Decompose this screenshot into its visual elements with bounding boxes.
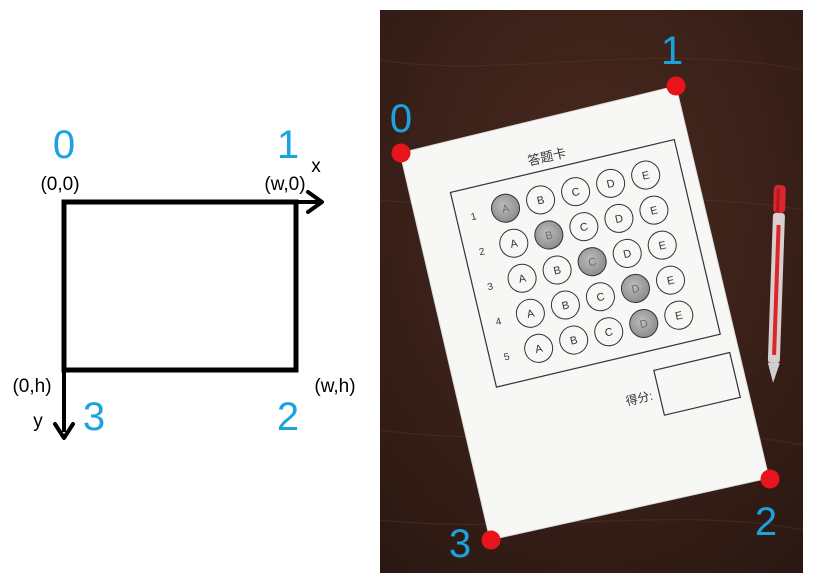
corner-marker-0: [391, 143, 411, 163]
svg-text:A: A: [501, 202, 512, 216]
coord-label-bottom-right: (w,h): [314, 376, 355, 397]
svg-text:A: A: [534, 342, 545, 356]
bubble: A: [524, 333, 554, 363]
bubble: E: [647, 230, 677, 260]
x-axis-arrowhead: [306, 190, 324, 214]
row-number: 1: [470, 211, 478, 223]
diagram-corner-2: 2: [277, 395, 299, 439]
svg-text:C: C: [579, 221, 590, 235]
diagram-corner-1: 1: [277, 123, 299, 167]
corner-marker-3: [481, 530, 501, 550]
bubble-filled: B: [534, 220, 564, 250]
bubble: A: [499, 228, 529, 258]
svg-text:C: C: [604, 326, 615, 340]
svg-text:C: C: [587, 256, 598, 270]
row-numbers: 1 2 3 4 5: [470, 211, 511, 363]
diagram-corner-0: 0: [53, 123, 75, 167]
svg-text:E: E: [649, 204, 659, 217]
bubble: B: [559, 325, 589, 355]
photo-corner-1: 1: [661, 29, 683, 73]
bubble: C: [569, 212, 599, 242]
coord-label-top-right: (w,0): [264, 174, 305, 195]
answer-grid-frame: [449, 138, 721, 388]
coordinate-diagram: 0 1 2 3 (0,0) (w,0) (w,h) (0,h) x y: [12, 123, 356, 440]
svg-text:D: D: [639, 318, 650, 332]
svg-text:C: C: [571, 186, 582, 200]
bubble: B: [550, 290, 580, 320]
svg-text:D: D: [614, 213, 625, 227]
coord-label-origin: (0,0): [40, 174, 79, 195]
score-label: 得分:: [624, 388, 654, 409]
svg-text:B: B: [544, 229, 554, 242]
bubble: C: [585, 282, 615, 312]
svg-text:B: B: [561, 299, 571, 312]
photo-corner-2: 2: [755, 500, 777, 544]
row-number: 4: [495, 316, 503, 328]
bubble: E: [639, 195, 669, 225]
svg-text:E: E: [641, 169, 651, 182]
bubble: B: [542, 255, 572, 285]
x-axis-label: x: [311, 156, 321, 177]
svg-text:B: B: [536, 194, 546, 207]
bubble: C: [594, 317, 624, 347]
bubble-filled: C: [577, 247, 607, 277]
svg-text:B: B: [552, 264, 562, 277]
bubble: A: [515, 298, 545, 328]
bubble-filled: D: [629, 308, 659, 338]
diagram-corner-3: 3: [83, 395, 105, 439]
bubble: D: [596, 168, 626, 198]
row-number: 2: [478, 246, 486, 258]
svg-text:A: A: [526, 307, 537, 321]
svg-text:B: B: [569, 334, 579, 347]
bubble-filled: A: [491, 193, 521, 223]
svg-text:E: E: [674, 310, 684, 323]
bubble-filled: D: [620, 273, 650, 303]
svg-text:D: D: [606, 178, 617, 192]
pen-icon: [767, 184, 786, 383]
row-number: 3: [486, 281, 494, 293]
photo-corner-3: 3: [449, 522, 471, 566]
bubble: E: [631, 160, 661, 190]
y-axis-arrowhead: [53, 422, 75, 440]
score-box: [653, 351, 742, 416]
bubble: D: [604, 203, 634, 233]
y-axis-label: y: [33, 411, 43, 432]
svg-text:D: D: [630, 283, 641, 297]
bubble: B: [526, 185, 556, 215]
bubble-grid: A B C D E A B C D E A B C D E A B C D E A B C D E: [491, 160, 694, 363]
svg-text:C: C: [595, 291, 606, 305]
bubble: A: [507, 263, 537, 293]
image-rectangle: [61, 199, 299, 373]
svg-text:D: D: [622, 248, 633, 262]
coord-label-bottom-left: (0,h): [12, 376, 51, 397]
bubble: C: [561, 177, 591, 207]
svg-text:E: E: [666, 274, 676, 287]
corner-marker-2: [760, 469, 780, 489]
bubble: D: [612, 238, 642, 268]
corner-marker-1: [666, 76, 686, 96]
photo-corner-0: 0: [390, 97, 412, 141]
svg-text:A: A: [509, 237, 520, 251]
svg-text:E: E: [658, 239, 668, 252]
bubble: E: [656, 265, 686, 295]
bubble: E: [664, 300, 694, 330]
row-number: 5: [503, 351, 511, 363]
svg-text:A: A: [517, 272, 528, 286]
